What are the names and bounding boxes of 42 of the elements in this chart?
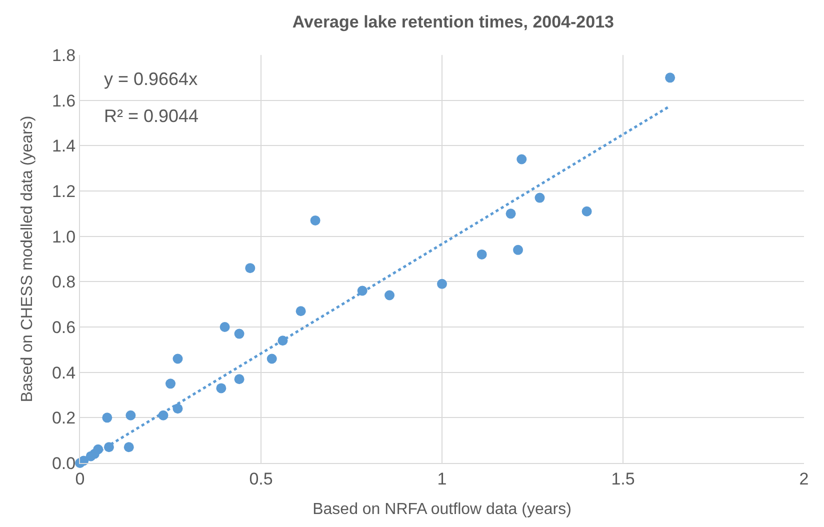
- point: [513, 244, 524, 255]
- x-tick-label: 1.5: [611, 469, 635, 488]
- point: [172, 354, 183, 364]
- point: [234, 328, 244, 339]
- point: [166, 378, 176, 389]
- point: [124, 442, 134, 452]
- y-tick-label: 1.2: [52, 182, 76, 201]
- y-tick-label: 1.4: [52, 136, 76, 156]
- y-tick-label: 0.6: [52, 318, 76, 337]
- x-axis-title: Based on NRFA outflow data (years): [312, 501, 572, 518]
- y-tick-label: 1.0: [52, 227, 76, 246]
- point: [516, 154, 527, 164]
- y-tick-label: 0.0: [52, 454, 76, 473]
- point: [266, 354, 277, 364]
- annotation: y = 0.9664x: [104, 69, 198, 89]
- point: [245, 263, 256, 274]
- point: [126, 410, 136, 420]
- y-tick-label: 1.6: [52, 91, 76, 110]
- point: [476, 249, 487, 260]
- y-tick-label: 0.2: [52, 408, 76, 428]
- point: [534, 192, 545, 203]
- point: [506, 208, 516, 219]
- point: [384, 290, 395, 300]
- y-axis-title: Based on CHESS modelled data (years): [18, 116, 36, 402]
- point: [220, 322, 230, 332]
- x-tick-label: 2: [799, 469, 809, 488]
- annotation: R² = 0.9044: [104, 106, 199, 126]
- point: [582, 206, 592, 216]
- point: [296, 306, 306, 316]
- y-tick-label: 0.4: [52, 363, 76, 382]
- x-tick-label: 0: [75, 469, 85, 488]
- y-tick-label: 0.8: [52, 272, 76, 292]
- point: [216, 383, 226, 394]
- point: [234, 374, 244, 384]
- point: [102, 412, 112, 423]
- x-tick-label: 1: [437, 469, 447, 488]
- chart-title: Average lake retention times, 2004-2013: [292, 12, 614, 32]
- point: [665, 72, 676, 83]
- point: [310, 215, 320, 226]
- point: [437, 278, 447, 289]
- y-tick-label: 1.8: [52, 46, 76, 65]
- x-tick-label: 0.5: [249, 469, 273, 488]
